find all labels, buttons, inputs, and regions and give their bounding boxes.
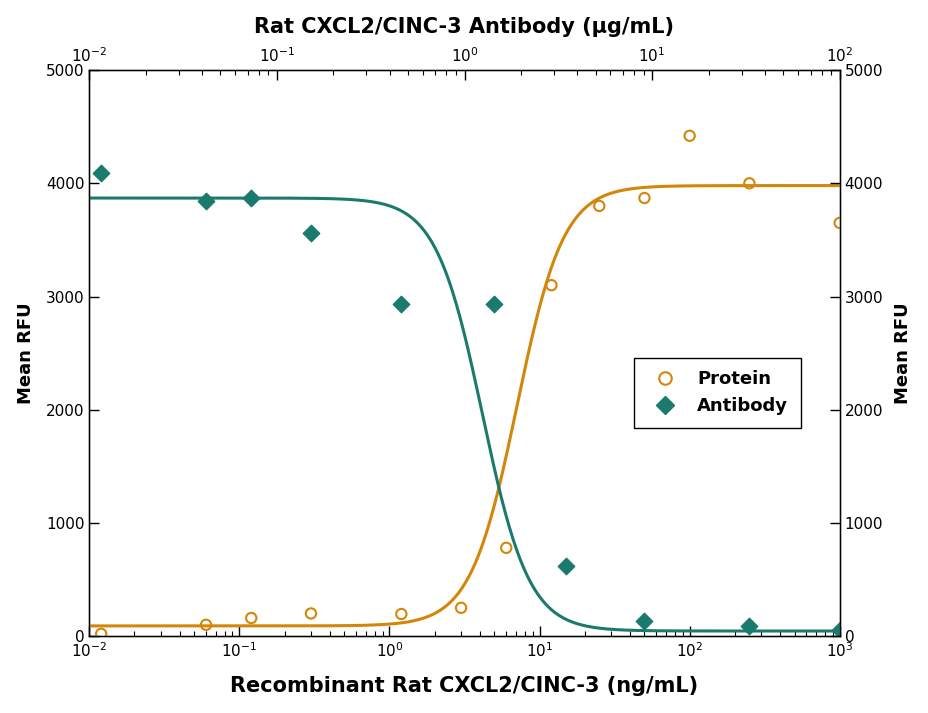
Y-axis label: Mean RFU: Mean RFU — [894, 302, 911, 404]
Point — [393, 299, 408, 310]
Point — [498, 542, 513, 553]
Point — [681, 130, 696, 141]
Point — [243, 612, 258, 624]
X-axis label: Rat CXCL2/CINC-3 Antibody (μg/mL): Rat CXCL2/CINC-3 Antibody (μg/mL) — [254, 16, 674, 36]
Point — [831, 624, 846, 635]
Point — [303, 227, 318, 239]
Legend: Protein, Antibody: Protein, Antibody — [633, 358, 800, 428]
Point — [544, 279, 559, 291]
Point — [637, 615, 651, 627]
Point — [831, 217, 846, 229]
Point — [393, 608, 408, 620]
Point — [303, 607, 318, 619]
Point — [243, 193, 258, 204]
Point — [591, 200, 606, 212]
Y-axis label: Mean RFU: Mean RFU — [17, 302, 34, 404]
X-axis label: Recombinant Rat CXCL2/CINC-3 (ng/mL): Recombinant Rat CXCL2/CINC-3 (ng/mL) — [230, 677, 698, 697]
Point — [741, 620, 756, 632]
Point — [199, 196, 213, 207]
Point — [453, 602, 468, 613]
Point — [741, 178, 756, 189]
Point — [486, 299, 501, 310]
Point — [94, 628, 109, 640]
Point — [558, 561, 573, 573]
Point — [94, 168, 109, 179]
Point — [199, 619, 213, 630]
Point — [637, 193, 651, 204]
